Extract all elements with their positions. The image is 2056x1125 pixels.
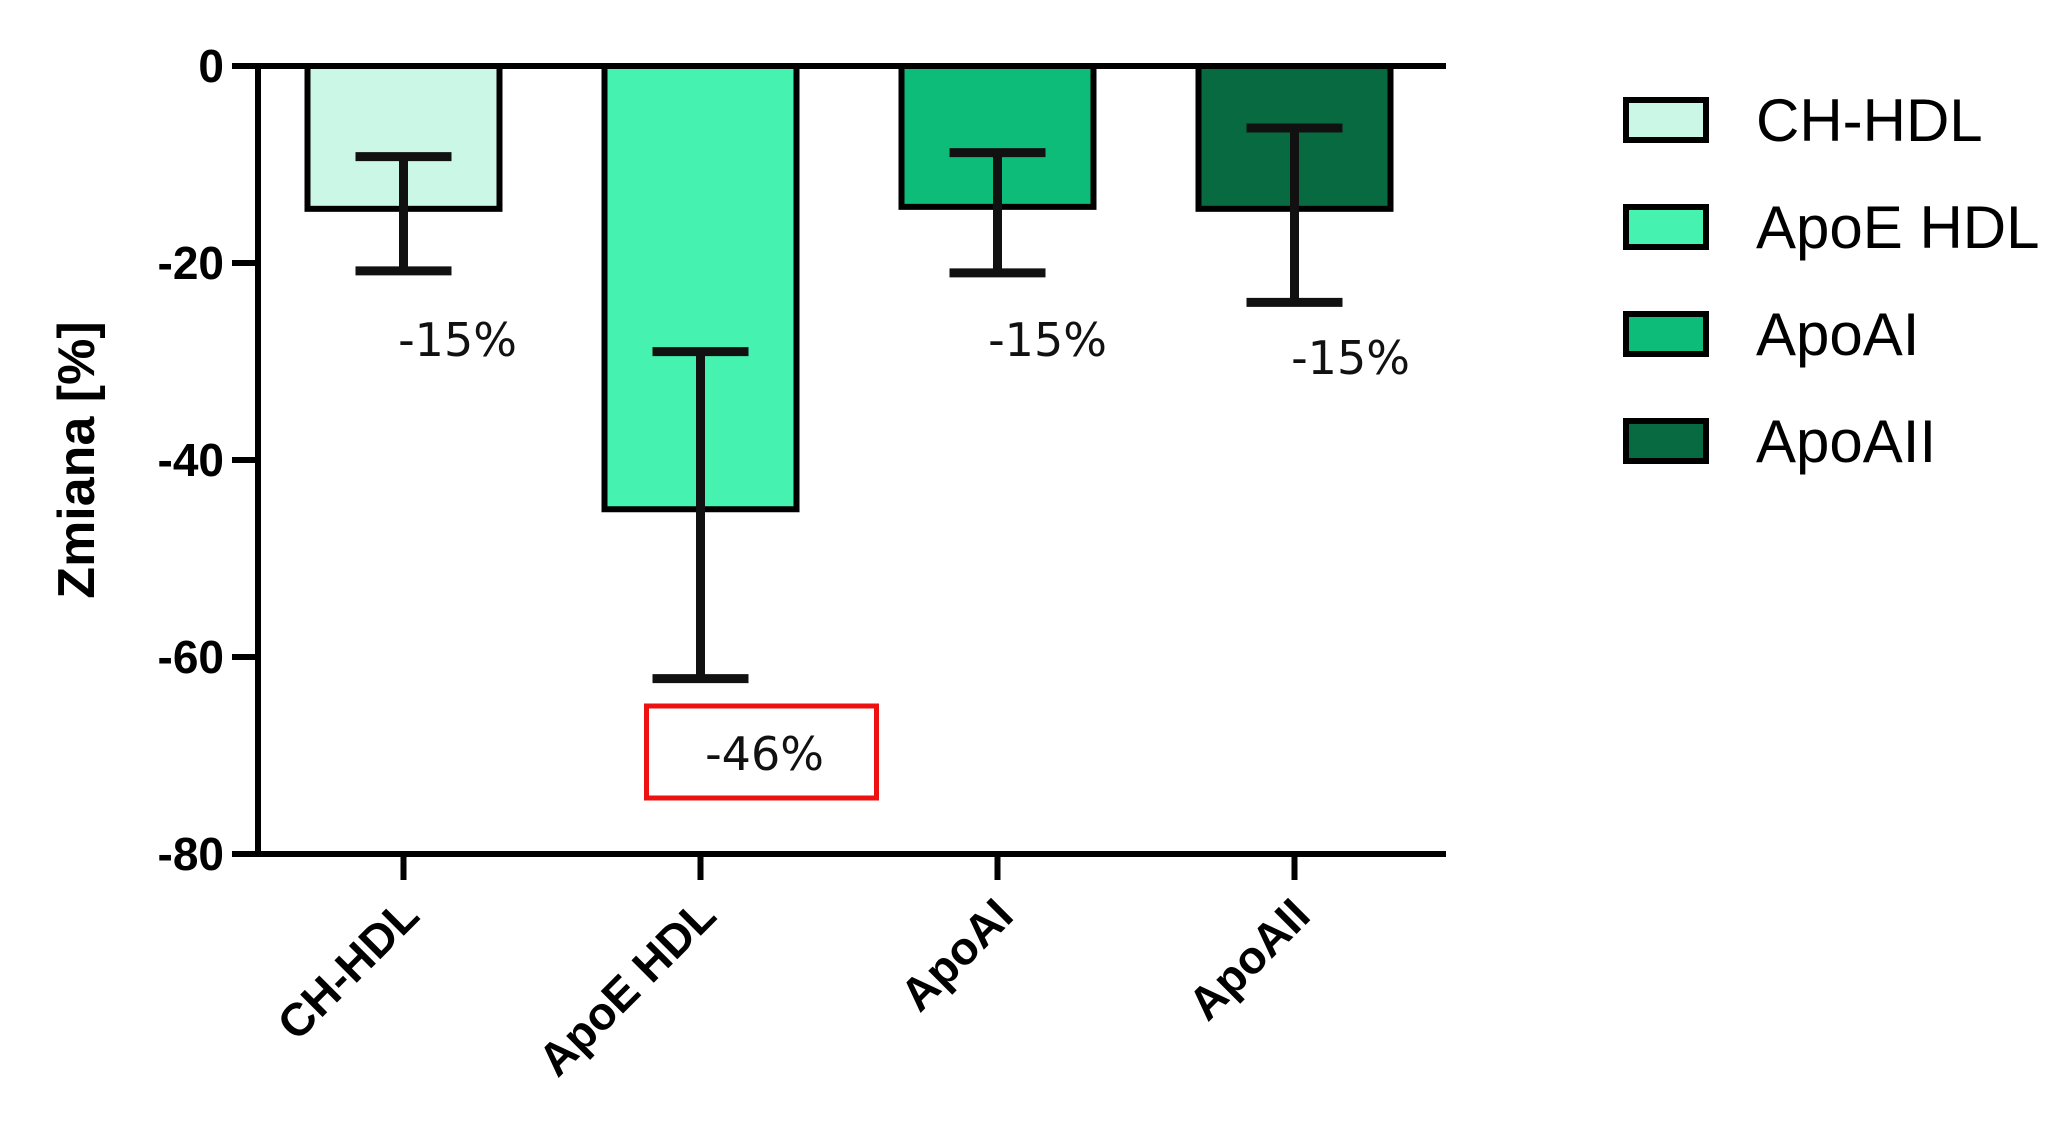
- legend-swatch-apoai: [1623, 311, 1709, 357]
- legend: CH-HDL ApoE HDL ApoAI ApoAII: [1623, 87, 2039, 475]
- data-label-apoaii: -15%: [1291, 331, 1410, 385]
- data-label-apoe-hdl: -46%: [705, 727, 824, 781]
- legend-swatch-apoe-hdl: [1623, 204, 1709, 250]
- legend-label-apoaii: ApoAII: [1756, 408, 1936, 475]
- legend-label-apoai: ApoAI: [1756, 301, 1919, 368]
- data-label-ch-hdl: -15%: [398, 313, 517, 367]
- data-label-apoai: -15%: [988, 313, 1107, 367]
- legend-swatch-apoaii: [1623, 418, 1709, 464]
- x-tick-label-apoaii: ApoAII: [1178, 888, 1320, 1030]
- data-labels-layer: -15% -46% -15% -15%: [398, 313, 1410, 801]
- legend-label-ch-hdl: CH-HDL: [1756, 87, 1983, 154]
- legend-label-apoe-hdl: ApoE HDL: [1756, 194, 2039, 261]
- x-tick-label-apoai: ApoAI: [890, 888, 1023, 1021]
- y-tick-label: -80: [158, 828, 224, 880]
- x-tick-label-apoe-hdl: ApoE HDL: [528, 888, 726, 1086]
- legend-swatch-ch-hdl: [1623, 97, 1709, 143]
- y-axis-title: Zmiana [%]: [48, 321, 106, 598]
- y-tick-label: 0: [198, 40, 224, 92]
- bars-layer: [304, 63, 1394, 513]
- y-tick-label: -40: [158, 434, 224, 486]
- highlight-box: [644, 703, 879, 801]
- y-tick-label: -60: [158, 631, 224, 683]
- y-tick-label: -20: [158, 237, 224, 289]
- error-bars-layer: [355, 123, 1343, 684]
- x-tick-label-ch-hdl: CH-HDL: [267, 888, 428, 1049]
